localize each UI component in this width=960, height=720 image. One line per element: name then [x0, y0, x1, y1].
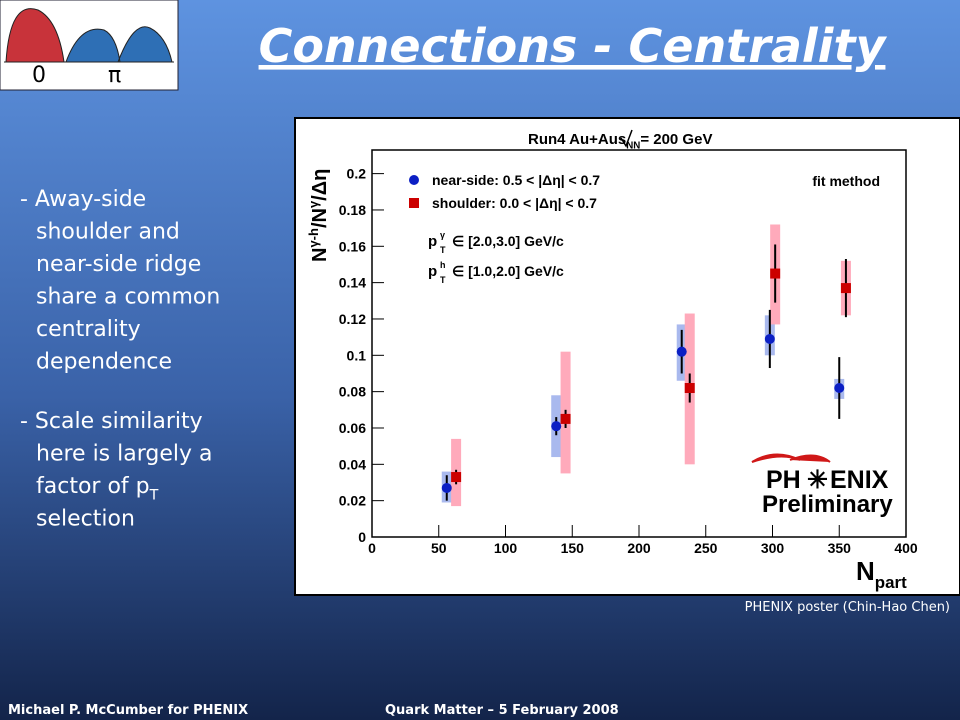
text-part: /Δη [309, 169, 331, 201]
rich-text: Npart [856, 556, 907, 592]
text-part: γ-h [306, 228, 321, 248]
logo-label: 0 [32, 63, 46, 88]
y-tick-label: 0 [358, 529, 366, 545]
phenix-star: ✳ [807, 466, 828, 494]
text-part: /N [309, 208, 331, 228]
text-part: γ [306, 200, 321, 208]
point [451, 472, 462, 483]
text-part: = 200 GeV [640, 131, 712, 148]
legend-label: shoulder: 0.0 < |Δη| < 0.7 [432, 195, 597, 211]
text-part: Run4 Au+Au [528, 131, 618, 148]
phenix-logo: ENIX [830, 466, 889, 494]
bullet-line: dependence [36, 350, 172, 375]
bullet-line: near-side ridge [36, 252, 201, 277]
logo-label: π [108, 63, 121, 88]
x-tick-label: 200 [627, 540, 651, 556]
annotation-sub: T [440, 245, 446, 255]
legend-marker [409, 175, 419, 185]
y-tick-label: 0.12 [339, 311, 366, 327]
annotation-p: p [428, 263, 437, 280]
x-tick-label: 350 [828, 540, 852, 556]
text-part: NN [626, 141, 640, 152]
y-tick-label: 0.02 [339, 493, 366, 509]
text-part: p [428, 263, 437, 280]
bullet-line: shoulder and [36, 220, 180, 245]
bullet-line: here is largely a [36, 442, 213, 467]
x-tick-label: 400 [894, 540, 918, 556]
text-part: N [856, 556, 875, 586]
logo-peak [65, 26, 173, 63]
method: fit method [812, 173, 880, 189]
annotation-sub: T [440, 275, 446, 285]
x-tick-label: 0 [368, 540, 376, 556]
rich-text: Nγ-h/Nγ/Δη [306, 169, 331, 262]
chart-frame [294, 117, 960, 596]
point [560, 413, 571, 424]
bullet-line: share a common [36, 285, 220, 310]
bullet-line: - Scale similarity [20, 409, 203, 434]
footer: Michael P. McCumber for PHENIX [8, 703, 248, 718]
bullet-line: - Away-side [20, 187, 146, 212]
phenix-swoosh [751, 453, 831, 463]
text-part: N [309, 248, 331, 262]
text-part: T [149, 488, 159, 504]
phenix-logo: PH [766, 466, 801, 494]
x-tick-label: 150 [561, 540, 585, 556]
bullet-line: centrality [36, 317, 141, 342]
sqrt-sign [620, 129, 633, 148]
legend-marker [409, 198, 419, 208]
y-tick-label: 0.14 [339, 275, 366, 291]
annotation-sup: γ [440, 230, 445, 240]
text-part: part [875, 573, 907, 592]
point [764, 333, 775, 344]
slide-title: Connections - Centrality [259, 19, 888, 73]
text-part: p [428, 233, 437, 250]
y-tick-label: 0.16 [339, 238, 366, 254]
y-tick-label: 0.06 [339, 420, 366, 436]
credit: PHENIX poster (Chin-Hao Chen) [745, 600, 950, 615]
y-tick-label: 0.1 [347, 347, 367, 363]
annotation-p: p [428, 233, 437, 250]
annotation-range: ∈ [2.0,3.0] GeV/c [452, 233, 564, 249]
point [676, 346, 687, 357]
point [834, 383, 845, 394]
x-tick-label: 250 [694, 540, 718, 556]
point [551, 421, 562, 432]
bullet-line: selection [36, 507, 135, 532]
y-tick-label: 0.2 [347, 166, 367, 182]
legend-label: near-side: 0.5 < |Δη| < 0.7 [432, 172, 600, 188]
footer: Quark Matter – 5 February 2008 [385, 703, 619, 718]
y-tick-label: 0.08 [339, 384, 366, 400]
phenix-preliminary: Preliminary [762, 491, 893, 518]
x-tick-label: 50 [431, 540, 447, 556]
point [441, 482, 452, 493]
logo-peak [5, 8, 65, 63]
annotation-sup: h [440, 260, 446, 270]
point [840, 283, 851, 294]
x-tick-label: 100 [494, 540, 518, 556]
text-part: factor of p [36, 474, 150, 499]
point [770, 268, 781, 279]
annotation-range: ∈ [1.0,2.0] GeV/c [452, 263, 564, 279]
y-tick-label: 0.18 [339, 202, 366, 218]
y-tick-label: 0.04 [339, 456, 366, 472]
point [684, 383, 695, 394]
x-tick-label: 300 [761, 540, 785, 556]
rich-text: factor of pT [36, 474, 159, 504]
